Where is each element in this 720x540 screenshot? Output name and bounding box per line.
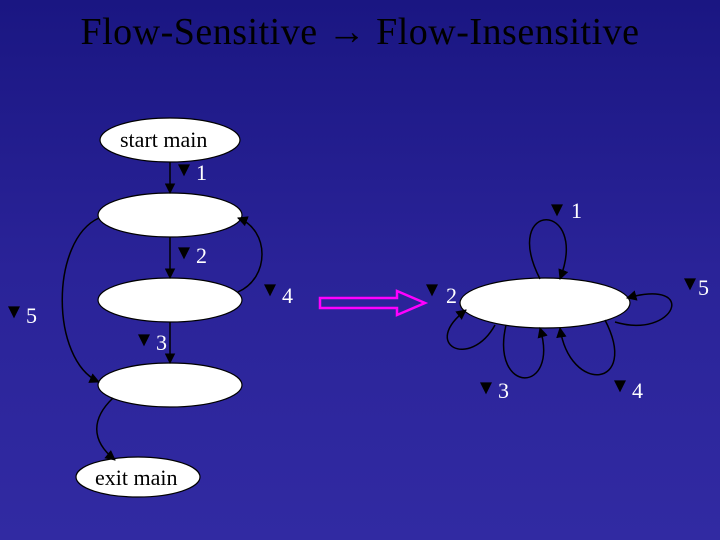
tick-marker (178, 247, 190, 259)
edge-n1-n3 (62, 218, 99, 382)
tick-5-left: 5 (26, 303, 37, 329)
tick-3-right: 3 (498, 378, 509, 404)
tick-4-right: 4 (632, 378, 643, 404)
self-loop-l4 (560, 320, 615, 375)
tick-5-right: 5 (698, 275, 709, 301)
tick-2-right: 2 (446, 283, 457, 309)
start-label: start main (120, 127, 207, 153)
node-n3 (98, 363, 242, 407)
self-loop-l3 (504, 325, 544, 378)
exit-label: exit main (95, 465, 177, 491)
tick-marker (684, 278, 696, 290)
tick-1-right: 1 (571, 198, 582, 224)
tick-marker (178, 164, 190, 176)
self-loop-l1 (530, 220, 567, 279)
edge-n3-exit (97, 398, 115, 460)
node-n1 (98, 193, 242, 237)
edge-n2-n1 (238, 218, 262, 292)
tick-2-left: 2 (196, 243, 207, 269)
diagram-canvas (0, 0, 720, 540)
tick-4-left: 4 (282, 283, 293, 309)
tick-marker (264, 284, 276, 296)
tick-marker (480, 382, 492, 394)
tick-marker (426, 284, 438, 296)
tick-marker (551, 204, 563, 216)
tick-marker (138, 334, 150, 346)
tick-3-left: 3 (156, 330, 167, 356)
tick-marker (614, 380, 626, 392)
node-n2 (98, 278, 242, 322)
tick-1-left: 1 (196, 160, 207, 186)
tick-marker (8, 306, 20, 318)
transition-arrow (320, 291, 425, 315)
